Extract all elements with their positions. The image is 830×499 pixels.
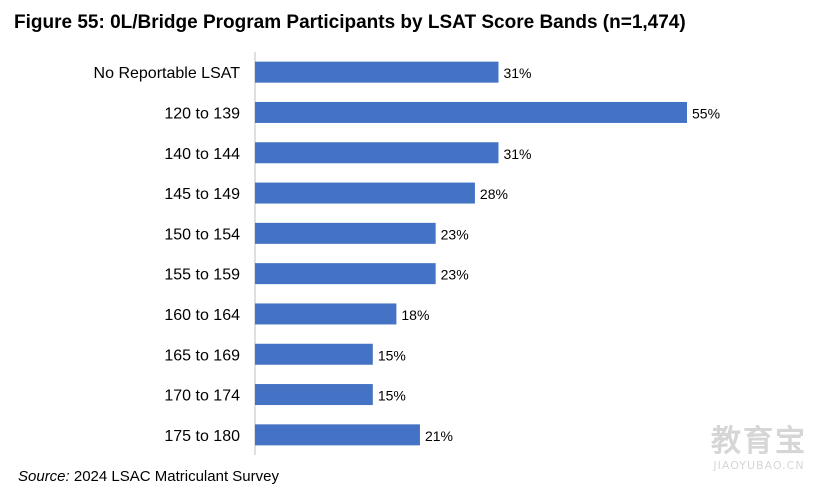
bar [255, 384, 373, 406]
category-label: 160 to 164 [164, 307, 240, 324]
value-label: 15% [378, 347, 406, 363]
category-label: 145 to 149 [164, 186, 240, 203]
category-label: 170 to 174 [164, 388, 240, 405]
value-label: 21% [425, 428, 453, 444]
source-prefix: Source: [18, 468, 70, 485]
bar [255, 182, 475, 204]
source-text: 2024 LSAC Matriculant Survey [69, 468, 279, 485]
bar [255, 303, 397, 325]
bar [255, 61, 499, 83]
watermark-main: 教育宝 [711, 424, 807, 459]
bar [255, 101, 687, 123]
category-label: 140 to 144 [164, 146, 240, 163]
watermark-sub: JIAOYUBAO.CN [713, 459, 805, 472]
source-note: Source: 2024 LSAC Matriculant Survey [18, 468, 279, 485]
bar [255, 343, 373, 365]
category-label: 150 to 154 [164, 226, 240, 243]
value-label: 18% [401, 307, 429, 323]
bar [255, 142, 499, 164]
value-label: 15% [378, 388, 406, 404]
value-label: 31% [503, 65, 531, 81]
bar [255, 222, 436, 244]
chart-title: Figure 55: 0L/Bridge Program Participant… [14, 12, 686, 33]
value-label: 23% [441, 267, 469, 283]
value-label: 28% [480, 186, 508, 202]
value-label: 55% [692, 105, 720, 121]
category-label: 175 to 180 [164, 428, 240, 445]
category-label: 120 to 139 [164, 105, 240, 122]
bar [255, 263, 436, 285]
bar [255, 424, 420, 446]
category-label: 155 to 159 [164, 267, 240, 284]
category-label: No Reportable LSAT [94, 65, 241, 82]
watermark-logo: 教育宝 JIAOYUBAO.CN [704, 424, 814, 473]
category-label: 165 to 169 [164, 347, 240, 364]
value-label: 23% [441, 226, 469, 242]
value-label: 31% [503, 146, 531, 162]
